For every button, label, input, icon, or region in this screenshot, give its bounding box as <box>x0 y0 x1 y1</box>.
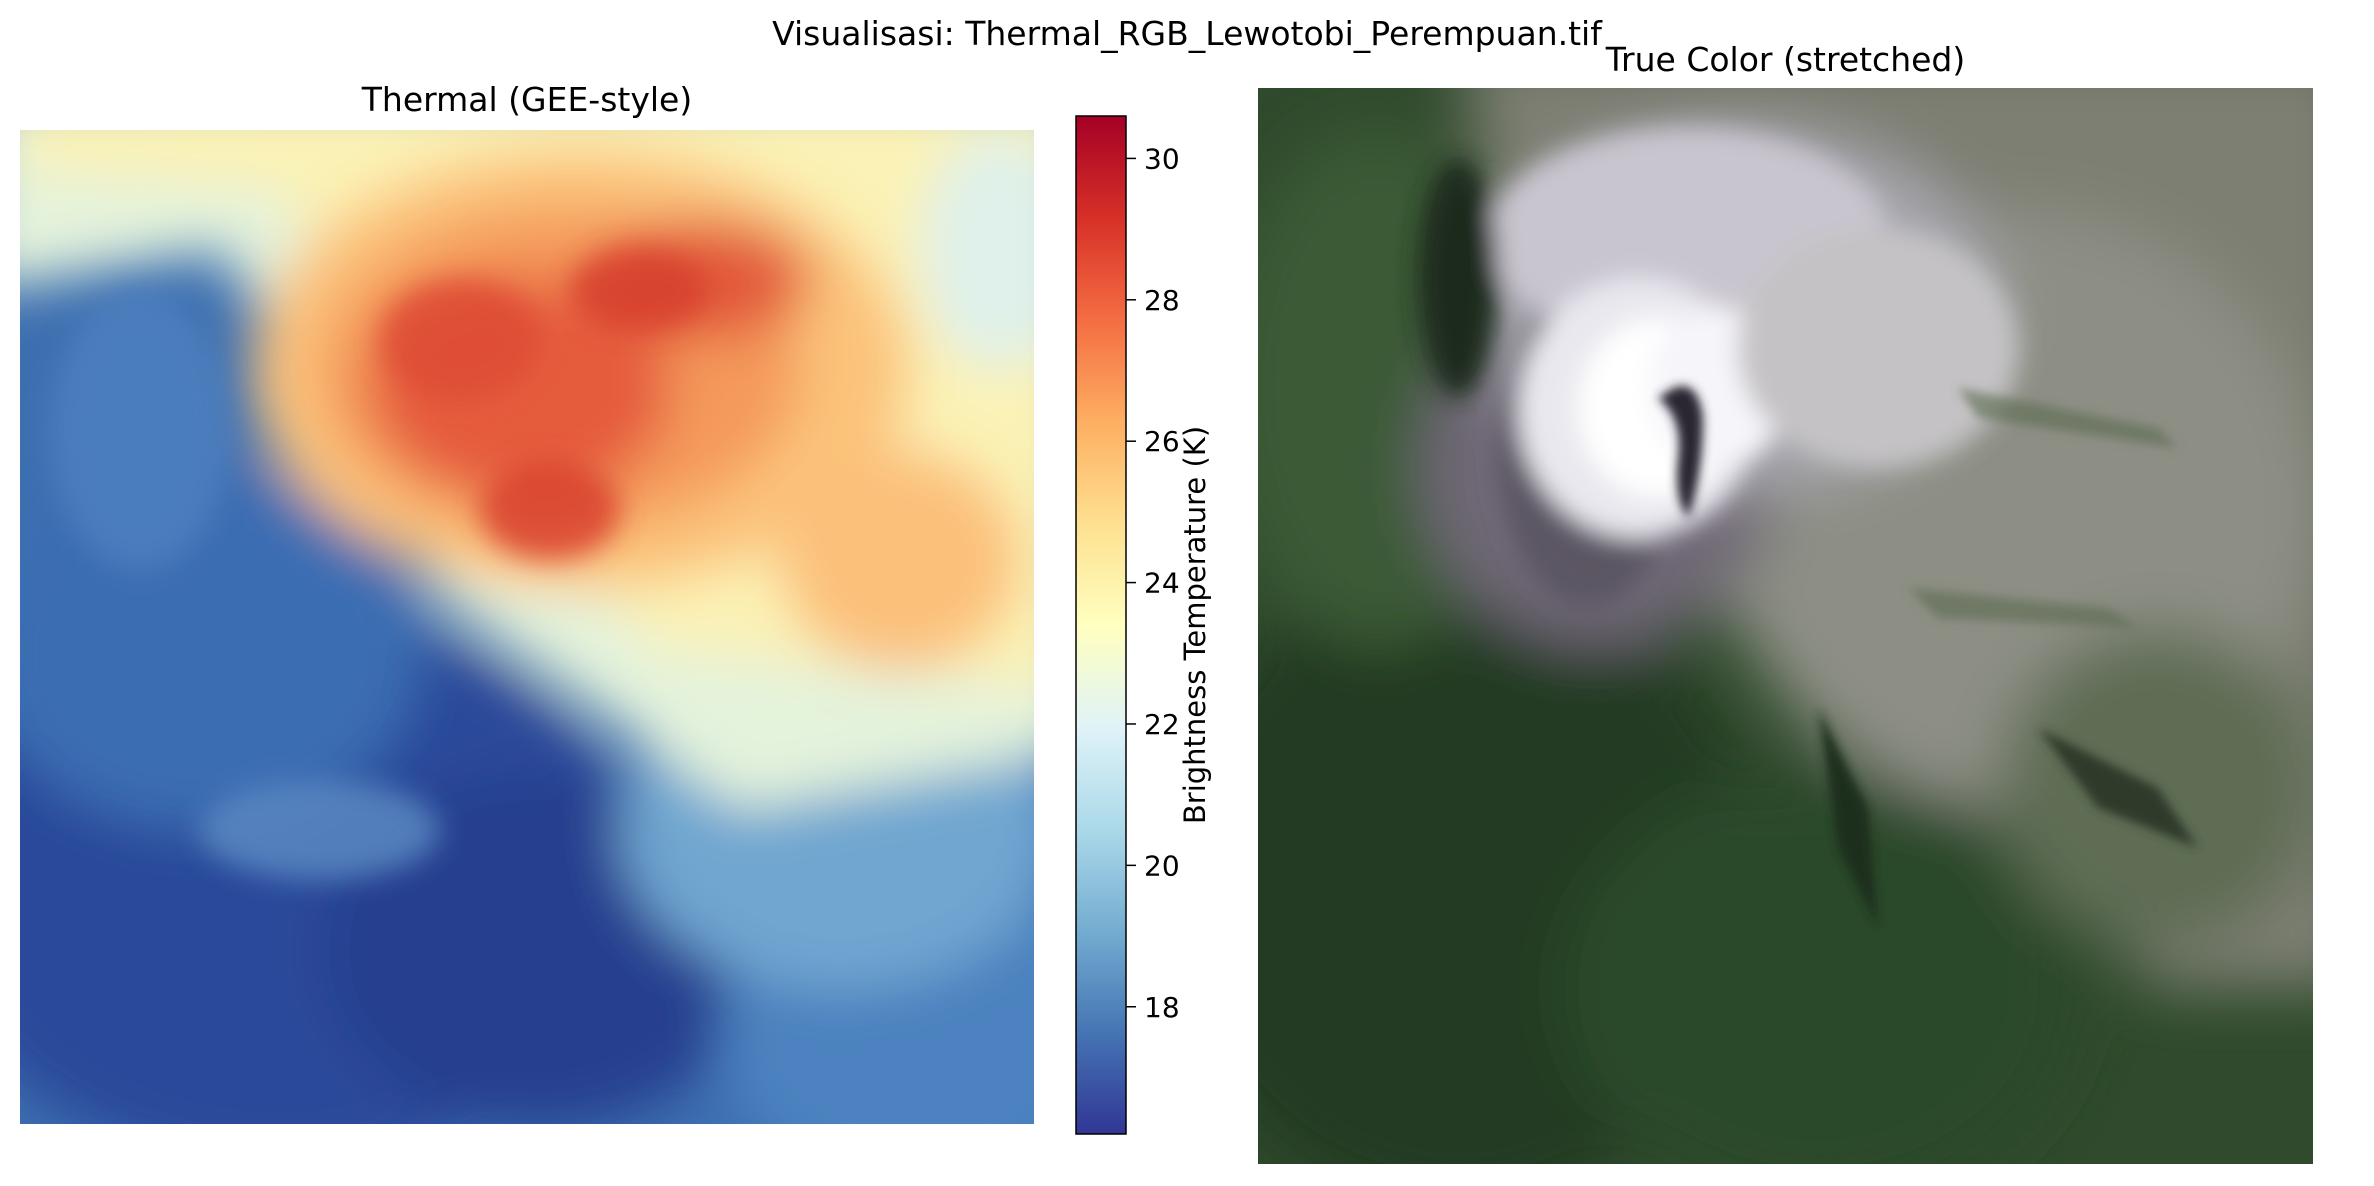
colorbar-tick-label: 30 <box>1144 142 1180 175</box>
colorbar-tick-label: 24 <box>1144 567 1180 600</box>
colorbar-tick-label: 26 <box>1144 425 1180 458</box>
colorbar-tick-label: 18 <box>1144 991 1180 1024</box>
colorbar-tick-label: 20 <box>1144 849 1180 882</box>
figure-suptitle: Visualisasi: Thermal_RGB_Lewotobi_Peremp… <box>772 14 1602 53</box>
colorbar-ticks: 18 20 22 24 26 28 30 <box>1126 142 1180 1024</box>
true-color-panel-title: True Color (stretched) <box>1605 40 1966 79</box>
true-color-satellite-image <box>1258 88 2313 1164</box>
thermal-heatmap-image <box>20 130 1034 1124</box>
thermal-panel-title: Thermal (GEE-style) <box>361 80 693 119</box>
colorbar-gradient <box>1075 115 1127 1135</box>
colorbar-label: Brightness Temperature (K) <box>1178 426 1212 824</box>
colorbar: 18 20 22 24 26 28 30 Brightness Temperature (K… <box>1075 115 1212 1135</box>
colorbar-tick-label: 28 <box>1144 284 1180 317</box>
colorbar-tick-label: 22 <box>1144 708 1180 741</box>
